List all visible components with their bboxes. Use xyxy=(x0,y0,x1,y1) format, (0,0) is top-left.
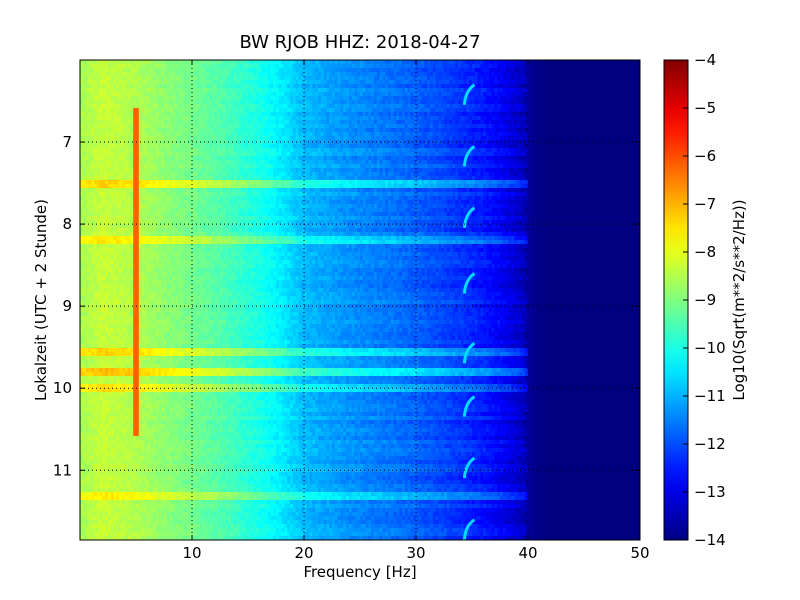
spectrogram-heatmap xyxy=(80,60,641,541)
x-axis-label: Frequency [Hz] xyxy=(303,563,416,581)
x-tick-label: 10 xyxy=(182,544,201,562)
y-axis-ticks: 7 8 9 10 11 xyxy=(53,133,640,479)
colorbar-label: Log10(Sqrt(m**2/s**2/Hz)) xyxy=(730,199,748,400)
colorbar-ticks: −4 −5 −6 −7 −8 −9 −10 −11 −12 −13 −14 xyxy=(683,51,726,549)
colorbar-tick-label: −4 xyxy=(694,51,716,69)
y-tick-label: 11 xyxy=(53,461,72,479)
arc-feature xyxy=(462,456,476,479)
y-tick-label: 8 xyxy=(62,215,72,233)
x-tick-label: 20 xyxy=(294,544,313,562)
arc-feature xyxy=(462,518,476,540)
arc-feature xyxy=(462,342,476,364)
y-tick-label: 7 xyxy=(62,133,72,151)
colorbar-tick-label: −5 xyxy=(694,99,716,117)
colorbar-tick-label: −10 xyxy=(694,339,726,357)
x-axis-ticks: 10 20 30 40 50 xyxy=(182,60,650,562)
chart-title: BW RJOB HHZ: 2018-04-27 xyxy=(239,32,480,53)
y-tick-label: 9 xyxy=(62,297,72,315)
arc-feature xyxy=(462,395,476,417)
grid-lines xyxy=(80,60,640,540)
colorbar-tick-label: −6 xyxy=(694,147,716,165)
arc-feature xyxy=(462,272,476,294)
colorbar-tick-label: −7 xyxy=(694,195,716,213)
colorbar-tick-label: −9 xyxy=(694,291,716,309)
arc-feature xyxy=(462,206,476,229)
colorbar-tick-label: −11 xyxy=(694,387,726,405)
arc-feature xyxy=(462,83,476,105)
x-tick-label: 50 xyxy=(630,544,649,562)
x-tick-label: 30 xyxy=(406,544,425,562)
colorbar-tick-label: −12 xyxy=(694,435,726,453)
plot-frame xyxy=(79,59,641,541)
y-tick-label: 10 xyxy=(53,379,72,397)
y-axis-label: Lokalzeit (UTC + 2 Stunde) xyxy=(32,199,50,401)
x-tick-label: 40 xyxy=(518,544,537,562)
colorbar-tick-label: −8 xyxy=(694,243,716,261)
colorbar-tick-label: −14 xyxy=(694,531,726,549)
colorbar-tick-label: −13 xyxy=(694,483,726,501)
arc-feature xyxy=(462,145,476,167)
